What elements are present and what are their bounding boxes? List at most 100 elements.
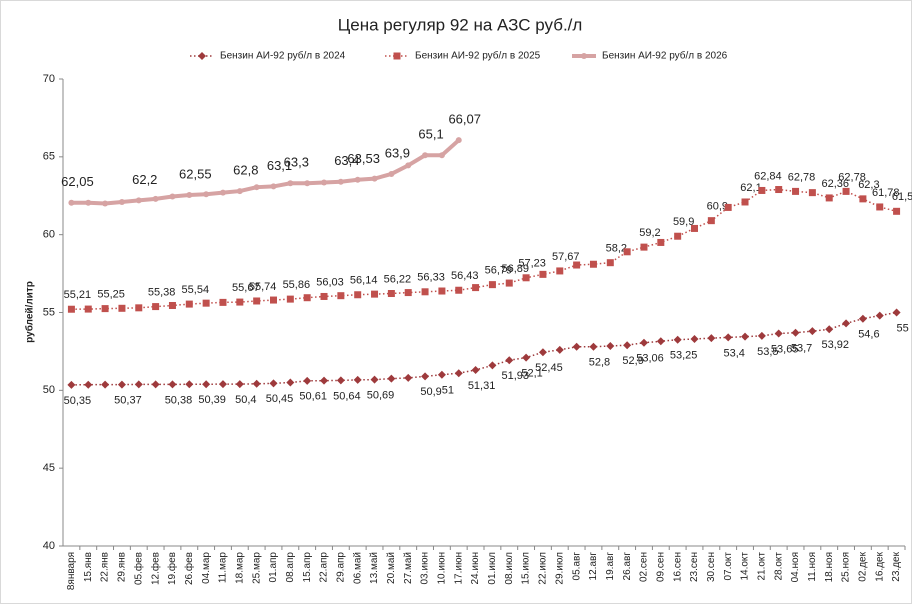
data-point (488, 281, 496, 289)
legend-label: Бензин АИ-92 руб/л в 2025 (415, 50, 541, 62)
data-point (336, 376, 345, 385)
data-label: 56,33 (417, 272, 445, 284)
data-point (218, 380, 227, 389)
data-point (235, 380, 244, 389)
data-point (808, 189, 816, 197)
data-point (168, 380, 177, 389)
data-label: 52,45 (535, 362, 563, 374)
data-label: 63,1 (267, 158, 292, 173)
data-point (85, 199, 92, 206)
data-point (741, 332, 750, 341)
x-tick-label: 14.окт (740, 552, 751, 581)
data-point (538, 348, 547, 357)
data-point (656, 337, 665, 346)
data-label: 55 (896, 322, 908, 334)
x-tick-label: 30.сен (706, 552, 717, 582)
data-label: 52,1 (521, 368, 542, 380)
legend-marker (198, 52, 206, 60)
x-tick-label: 29.янв (117, 552, 128, 582)
data-point (876, 203, 884, 211)
data-label: 60,9 (707, 201, 728, 213)
x-tick-label: 08.июл (504, 552, 515, 585)
data-label: 52,9 (622, 355, 643, 367)
data-point (825, 325, 834, 334)
data-point (842, 187, 850, 195)
data-point (405, 162, 412, 169)
data-point (270, 296, 277, 304)
data-point (101, 380, 110, 389)
data-point (337, 178, 344, 185)
data-point (236, 188, 243, 195)
data-point (68, 199, 75, 206)
data-label: 55,54 (182, 284, 210, 296)
data-point (84, 380, 93, 389)
data-point (758, 186, 766, 194)
data-point (741, 198, 749, 206)
data-point (202, 299, 210, 307)
data-label: 51,93 (501, 370, 529, 382)
data-label: 55,21 (64, 289, 92, 301)
data-label: 62,05 (61, 174, 94, 189)
x-tick-label: 21.окт (757, 552, 768, 581)
x-tick-label: 13.май (369, 552, 380, 584)
x-tick-label: 19.фев (166, 552, 178, 585)
y-tick-label: 40 (43, 540, 55, 552)
data-point (118, 198, 125, 205)
data-label: 57,23 (518, 258, 546, 270)
legend-label: Бензин АИ-92 руб/л в 2026 (602, 50, 728, 62)
data-point (522, 353, 531, 362)
data-point (102, 200, 109, 207)
data-point (791, 328, 800, 337)
data-label: 53,06 (636, 353, 664, 365)
data-point (606, 259, 614, 267)
data-label: 56,22 (384, 273, 412, 285)
x-tick-label: 23.дек (891, 551, 902, 581)
data-label: 50,9 (420, 386, 441, 398)
data-point (186, 191, 193, 198)
x-tick-label: 26.фев (183, 552, 195, 585)
data-label: 50,39 (198, 394, 226, 406)
data-label: 62,8 (233, 163, 258, 178)
x-tick-label: 12.фев (149, 552, 161, 585)
data-point (320, 292, 328, 300)
data-point (724, 333, 733, 342)
data-point (270, 183, 277, 190)
data-point (757, 331, 766, 340)
data-point (808, 327, 817, 336)
data-label: 63,3 (284, 155, 309, 170)
legend-item: Бензин АИ-92 руб/л в 2024 (190, 50, 346, 62)
data-label: 53,7 (791, 343, 812, 355)
data-label: 56,89 (501, 263, 529, 275)
data-point (775, 186, 783, 194)
data-point (455, 286, 463, 294)
x-tick-label: 11.ноя (807, 552, 818, 582)
data-point (185, 300, 193, 308)
x-tick-label: 19.авг (605, 552, 616, 581)
data-point (674, 232, 682, 240)
data-point (67, 305, 75, 313)
data-point (219, 298, 227, 306)
legend-item: Бензин АИ-92 руб/л в 2025 (385, 50, 541, 62)
data-point (522, 274, 530, 282)
data-label: 55,86 (283, 279, 311, 291)
data-point (792, 187, 800, 195)
data-point (202, 380, 211, 389)
data-point (875, 311, 884, 320)
data-point (488, 361, 497, 370)
x-tick-label: 01.июл (487, 552, 498, 585)
data-point (589, 260, 597, 268)
data-label: 55,25 (97, 289, 125, 301)
data-label: 63,4 (334, 153, 359, 168)
data-point (185, 380, 194, 389)
data-point (253, 184, 260, 191)
data-point (303, 376, 312, 385)
data-point (67, 380, 76, 389)
data-label: 56,43 (451, 270, 479, 282)
data-label: 56,03 (316, 276, 344, 288)
data-point (774, 329, 783, 338)
data-label: 50,45 (266, 393, 294, 405)
data-point (471, 365, 480, 374)
data-point (690, 334, 699, 343)
data-point (135, 304, 143, 312)
